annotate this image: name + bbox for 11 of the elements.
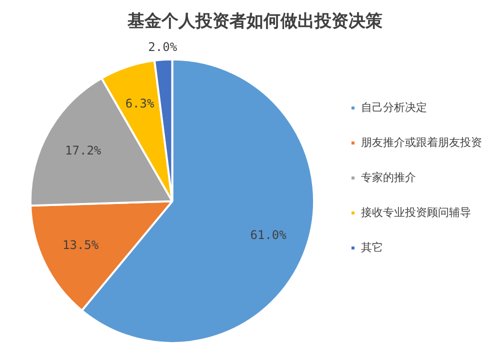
data-label: 13.5%: [62, 238, 100, 252]
chart-title: 基金个人投资者如何做出投资决策: [126, 12, 382, 32]
legend-label: 朋友推介或跟着朋友投资: [361, 136, 482, 149]
data-label: 17.2%: [65, 144, 102, 158]
legend-label: 自己分析决定: [361, 100, 427, 114]
data-label: 61.0%: [250, 228, 288, 242]
legend-label: 专家的推介: [361, 170, 416, 184]
legend-label: 其它: [361, 240, 383, 254]
data-label: 6.3%: [125, 96, 156, 111]
legend-label: 接收专业投资顾问辅导: [361, 206, 471, 219]
data-label: 2.0%: [148, 40, 178, 54]
